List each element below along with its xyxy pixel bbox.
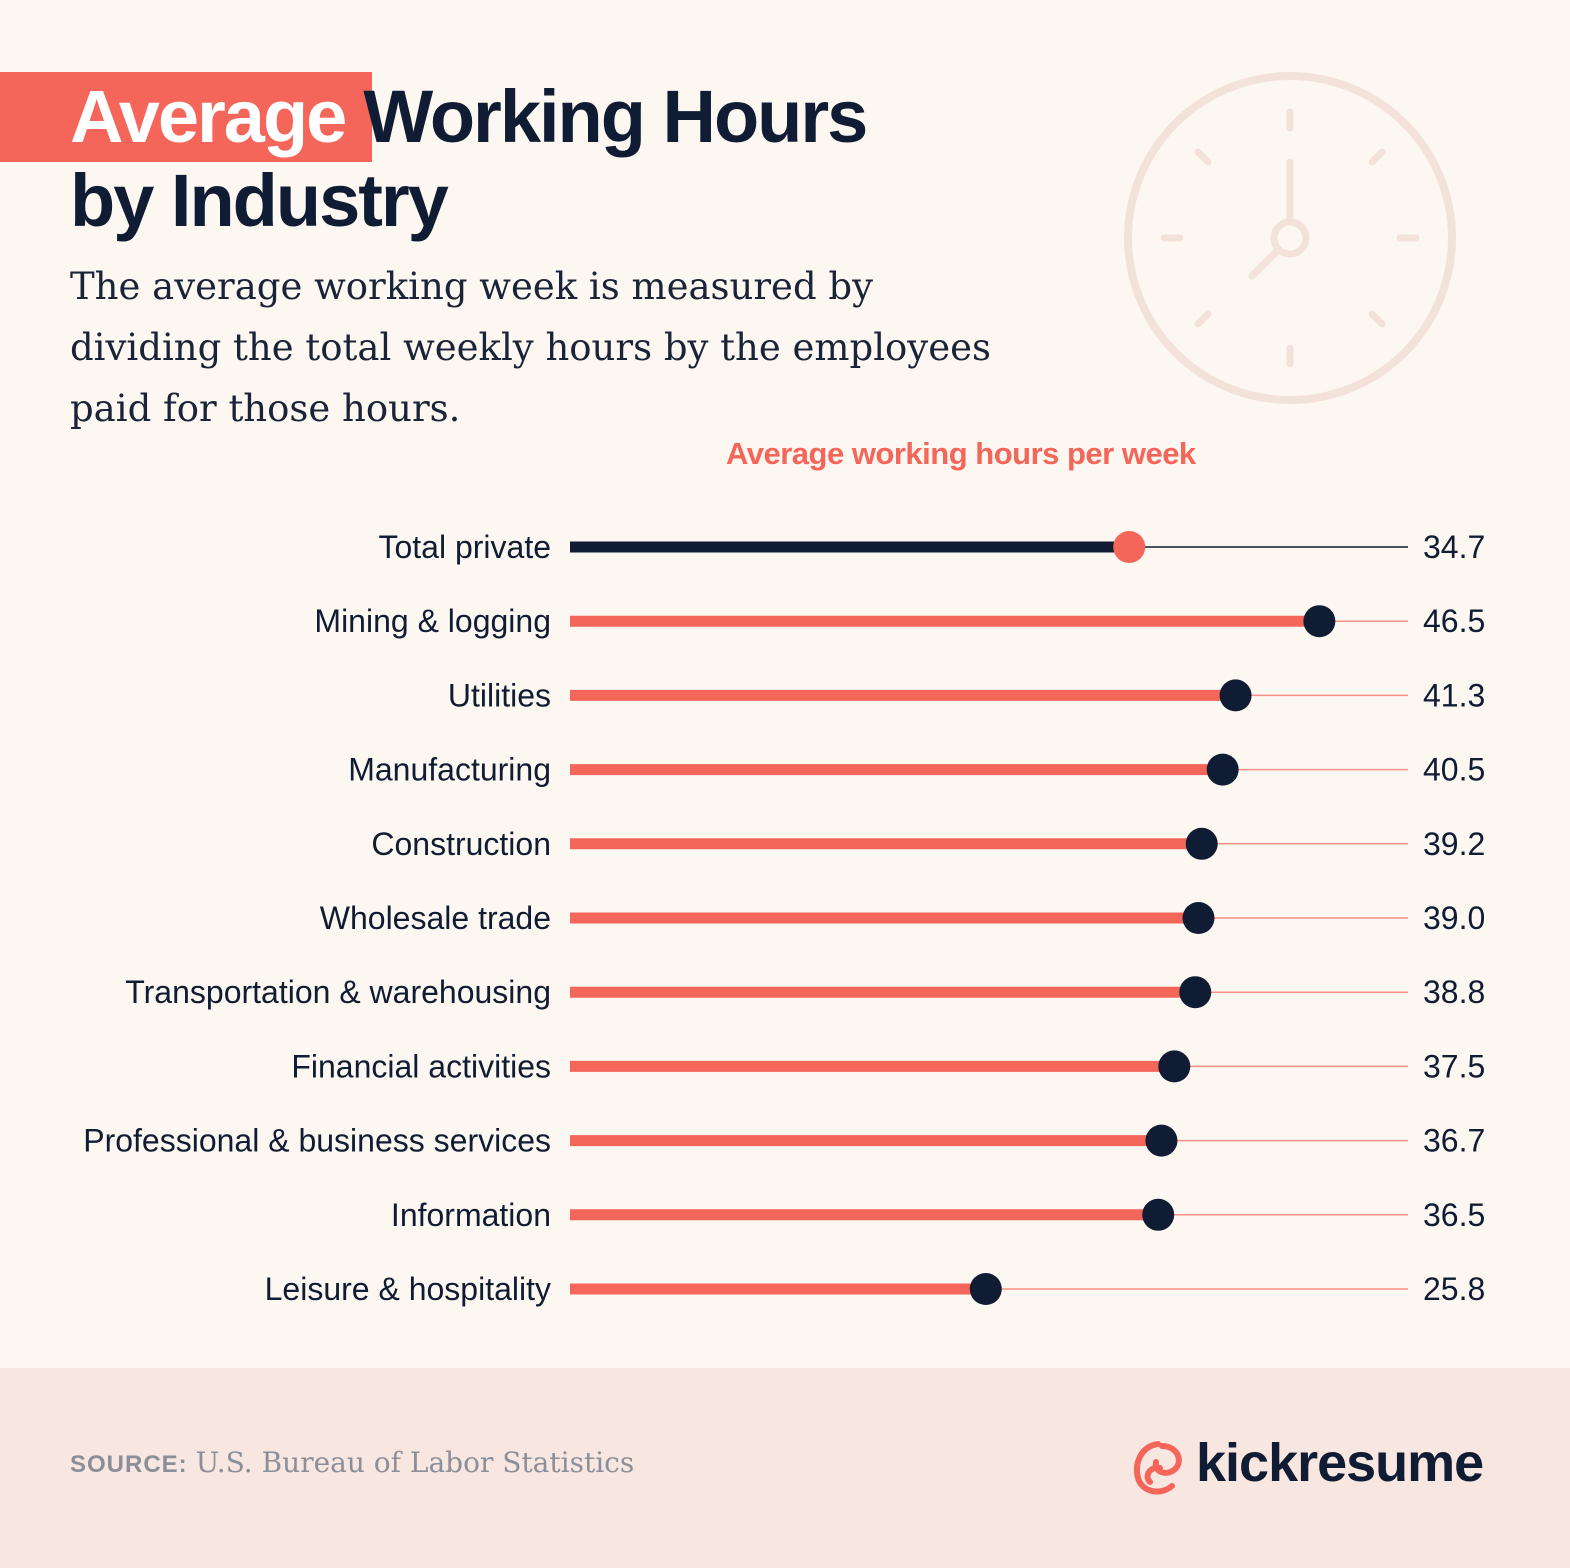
bar-dot: [1206, 753, 1239, 786]
value-label: 39.2: [1423, 826, 1485, 862]
category-label: Financial activities: [291, 1048, 551, 1084]
title-highlight-word: Average: [70, 75, 347, 158]
value-label: 25.8: [1423, 1271, 1485, 1307]
category-label: Information: [391, 1197, 551, 1233]
value-label: 46.5: [1423, 603, 1485, 639]
page-title: Average Working Hours: [70, 74, 868, 160]
category-label: Total private: [378, 529, 551, 565]
category-label: Construction: [371, 826, 551, 862]
source-note: SOURCE: U.S. Bureau of Labor Statistics: [70, 1446, 634, 1479]
category-label: Professional & business services: [83, 1123, 551, 1159]
clock-icon: [1124, 72, 1456, 404]
bar-dot: [1185, 827, 1218, 860]
page-subtitle: The average working week is measured by …: [70, 265, 991, 430]
source-text: U.S. Bureau of Labor Statistics: [195, 1446, 635, 1479]
bar-dot: [969, 1273, 1002, 1305]
category-label: Mining & logging: [314, 603, 551, 639]
value-label: 41.3: [1423, 677, 1485, 713]
value-label: 36.7: [1423, 1123, 1485, 1159]
bar-dot: [1158, 1050, 1191, 1083]
category-label: Wholesale trade: [320, 900, 551, 936]
category-label: Leisure & hospitality: [265, 1271, 551, 1307]
bar-dot: [1145, 1124, 1178, 1157]
footer-band: [0, 1368, 1570, 1568]
brand-logo-text: kickresume: [1196, 1433, 1484, 1493]
title-highlight-band: [0, 72, 372, 162]
value-label: 39.0: [1423, 900, 1485, 936]
bar-dot: [1142, 1198, 1175, 1231]
bar-dot: [1182, 902, 1215, 934]
source-label: SOURCE:: [70, 1451, 188, 1478]
page-title-line-2: by Industry: [70, 159, 449, 242]
bar-dot: [1179, 976, 1212, 1009]
category-label: Manufacturing: [348, 752, 551, 788]
category-label: Utilities: [448, 677, 551, 713]
value-label: 40.5: [1423, 752, 1485, 788]
lollipop-chart: Total private 34.7 Mining & logging 46.5 Uti…: [83, 529, 1485, 1307]
value-label: 34.7: [1423, 529, 1485, 565]
bar-dot: [1113, 531, 1146, 563]
bar-dot: [1219, 679, 1252, 712]
category-label: Transportation & warehousing: [125, 974, 551, 1010]
kickresume-logo-icon: [1134, 1441, 1182, 1495]
value-label: 38.8: [1423, 974, 1485, 1010]
title-rest: Working Hours: [363, 75, 868, 158]
value-label: 37.5: [1423, 1048, 1485, 1084]
chart-title: Average working hours per week: [726, 436, 1196, 471]
value-label: 36.5: [1423, 1197, 1485, 1233]
bar-dot: [1303, 605, 1336, 638]
